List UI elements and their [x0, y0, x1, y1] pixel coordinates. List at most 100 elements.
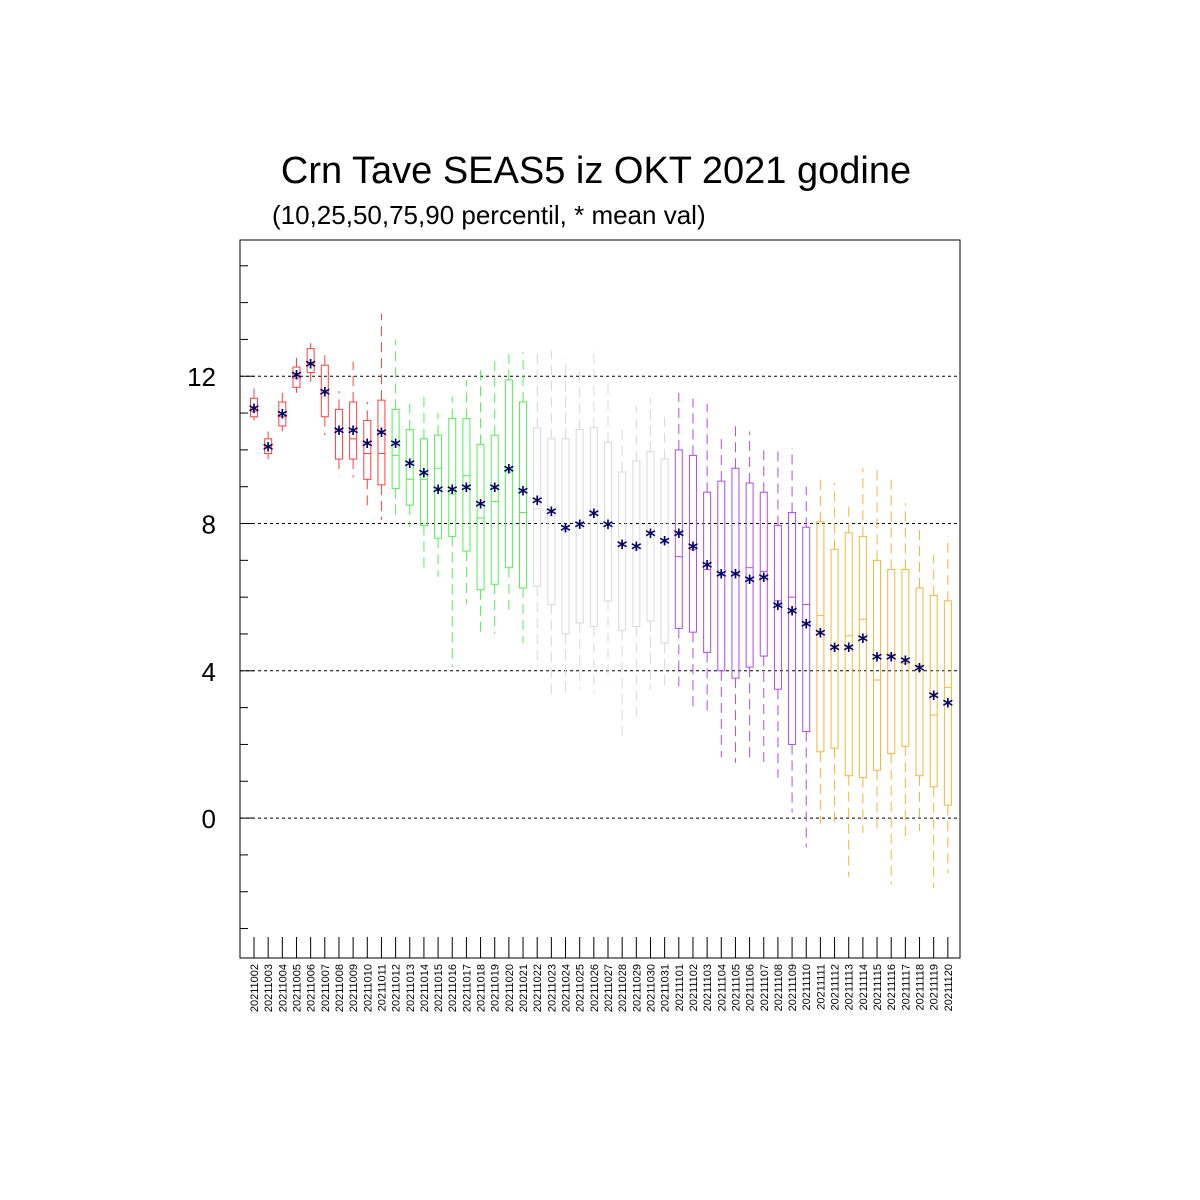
box	[688, 454, 697, 633]
x-tick-label: 20211025	[575, 964, 587, 1012]
box	[419, 438, 428, 526]
mean-marker: *	[716, 565, 727, 589]
x-tick-label: 20211031	[660, 964, 672, 1012]
x-tick-label: 20211113	[844, 964, 856, 1011]
mean-marker: *	[773, 596, 784, 620]
x-tick-label: 20211020	[504, 964, 516, 1012]
mean-marker: *	[320, 383, 331, 407]
box	[632, 460, 641, 628]
mean-marker: *	[419, 464, 430, 488]
mean-marker: *	[574, 515, 585, 539]
x-tick-label: 20211002	[249, 964, 261, 1012]
box	[943, 600, 952, 806]
mean-marker: *	[263, 438, 274, 462]
x-tick-label: 20211027	[603, 964, 615, 1012]
x-tick-label: 20211022	[532, 964, 544, 1012]
mean-marker: *	[518, 482, 529, 506]
x-tick-label: 20211101	[674, 964, 686, 1011]
box	[802, 526, 811, 733]
mean-marker: *	[532, 491, 543, 515]
x-tick-label: 20211028	[617, 964, 629, 1012]
box	[349, 401, 358, 460]
y-tick-label: 8	[202, 510, 216, 540]
x-tick-label: 20211118	[915, 964, 927, 1011]
x-tick-label: 20211114	[858, 964, 870, 1011]
mean-marker: *	[249, 399, 260, 423]
box	[250, 397, 258, 418]
axis-layer	[239, 239, 961, 959]
mean-marker: *	[815, 624, 826, 648]
mean-marker: *	[659, 532, 670, 556]
box	[476, 443, 485, 591]
box	[745, 482, 754, 668]
x-tick-label: 20211013	[405, 964, 417, 1012]
mean-marker: *	[475, 495, 486, 519]
mean-marker: *	[702, 556, 713, 580]
box	[391, 408, 400, 490]
box	[448, 418, 457, 537]
mean-marker: *	[617, 536, 628, 560]
x-tick-label: 20211103	[702, 964, 714, 1011]
box	[405, 429, 414, 506]
y-tick-label: 12	[187, 362, 216, 392]
chart-subtitle: (10,25,50,75,90 percentil, * mean val)	[272, 200, 706, 230]
mean-marker: *	[801, 615, 812, 639]
mean-marker: *	[730, 565, 741, 589]
mean-marker: *	[744, 571, 755, 595]
x-tick-label: 20211015	[433, 964, 445, 1012]
x-tick-label: 20211109	[787, 964, 799, 1011]
label-layer: * 20211002 * 20211003 * 20211004 * 20211005 * 202…	[187, 355, 955, 1012]
box	[901, 569, 910, 747]
mean-marker: *	[589, 504, 600, 528]
box	[377, 399, 386, 486]
x-tick-label: 20211108	[773, 964, 785, 1011]
box	[490, 434, 499, 585]
box	[334, 408, 343, 460]
x-tick-label: 20211119	[929, 964, 941, 1011]
mean-marker: *	[362, 434, 373, 458]
box	[703, 491, 712, 653]
x-tick-label: 20211102	[688, 964, 700, 1011]
x-tick-label: 20211024	[561, 964, 573, 1012]
box	[618, 471, 627, 631]
x-tick-label: 20211004	[277, 964, 289, 1012]
mean-marker: *	[291, 366, 302, 390]
x-tick-label: 20211016	[447, 964, 459, 1012]
box	[575, 429, 584, 624]
box	[674, 449, 683, 629]
box	[306, 348, 315, 374]
x-tick-label: 20211005	[291, 964, 303, 1012]
x-tick-label: 20211116	[886, 964, 898, 1011]
grid-layer	[240, 375, 960, 819]
x-tick-label: 20211003	[263, 964, 275, 1012]
x-tick-label: 20211010	[362, 964, 374, 1012]
x-tick-label: 20211110	[801, 964, 813, 1011]
x-tick-label: 20211023	[546, 964, 558, 1012]
x-tick-label: 20211007	[320, 964, 332, 1012]
mean-marker: *	[843, 639, 854, 663]
mean-marker: *	[886, 648, 897, 672]
mean-marker: *	[433, 480, 444, 504]
mean-marker: *	[348, 421, 359, 445]
x-tick-label: 20211012	[391, 964, 403, 1012]
box	[844, 532, 853, 777]
x-tick-label: 20211009	[348, 964, 360, 1012]
mean-marker: *	[560, 519, 571, 543]
mean-marker: *	[674, 525, 685, 549]
mean-marker: *	[631, 537, 642, 561]
mean-marker: *	[858, 630, 869, 654]
x-tick-label: 20211029	[631, 964, 643, 1012]
x-tick-label: 20211021	[518, 964, 530, 1012]
box	[816, 521, 825, 753]
x-tick-label: 20211026	[589, 964, 601, 1012]
mean-marker: *	[405, 455, 416, 479]
x-tick-label: 20211006	[306, 964, 318, 1012]
box	[717, 480, 726, 672]
box	[858, 535, 867, 779]
box	[759, 491, 768, 657]
chart-title: Crn Tave SEAS5 iz OKT 2021 godine	[280, 150, 912, 192]
x-tick-label: 20211104	[716, 964, 728, 1011]
box	[519, 401, 528, 589]
mean-marker: *	[334, 421, 345, 445]
box	[278, 401, 287, 427]
